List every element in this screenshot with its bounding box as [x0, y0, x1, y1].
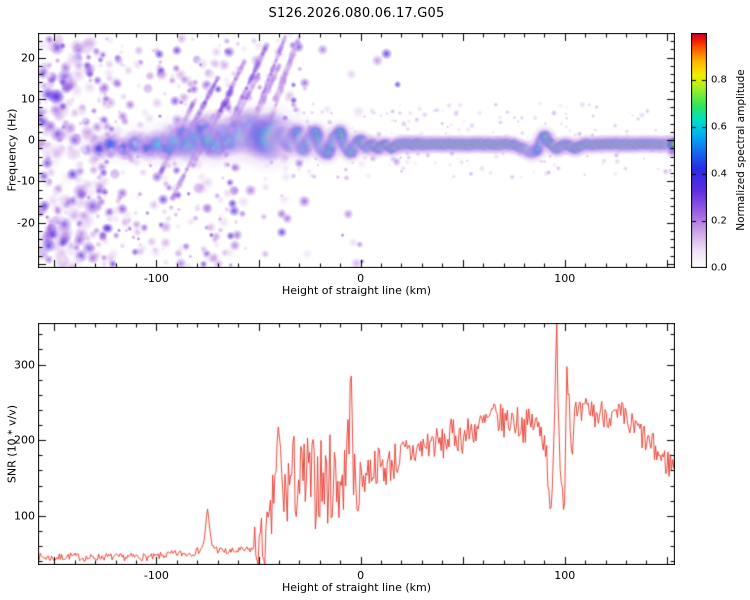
colorbar-label: Normalized spectral amplitude: [735, 69, 747, 231]
tick-label: 0: [357, 569, 365, 582]
tick-label: -100: [143, 569, 169, 582]
tick-label: 200: [14, 433, 35, 447]
tick-label: 0.6: [711, 121, 727, 133]
snr-plot: [38, 323, 675, 565]
tick-label: 0.2: [711, 215, 727, 227]
tick-label: -10: [17, 174, 35, 188]
snr-xaxis-label: Height of straight line (km): [281, 581, 432, 594]
tick-label: 300: [14, 358, 35, 372]
tick-label: 0.8: [711, 74, 727, 86]
chart-title: S126.2026.080.06.17.G05: [268, 6, 445, 21]
tick-label: 100: [14, 509, 35, 523]
tick-label: 0.0: [711, 262, 727, 274]
tick-label: 100: [554, 272, 576, 285]
tick-label: -20: [17, 216, 35, 230]
tick-label: 20: [21, 51, 35, 65]
tick-label: 0: [28, 133, 35, 147]
tick-label: 100: [554, 569, 576, 582]
tick-label: -100: [143, 272, 169, 285]
tick-label: 10: [21, 92, 35, 106]
spectrogram-plot: [38, 33, 675, 268]
spectrogram-xaxis-label: Height of straight line (km): [281, 284, 432, 297]
colorbar: [691, 33, 707, 268]
tick-label: 0: [357, 272, 365, 285]
tick-label: 0.4: [711, 168, 727, 180]
